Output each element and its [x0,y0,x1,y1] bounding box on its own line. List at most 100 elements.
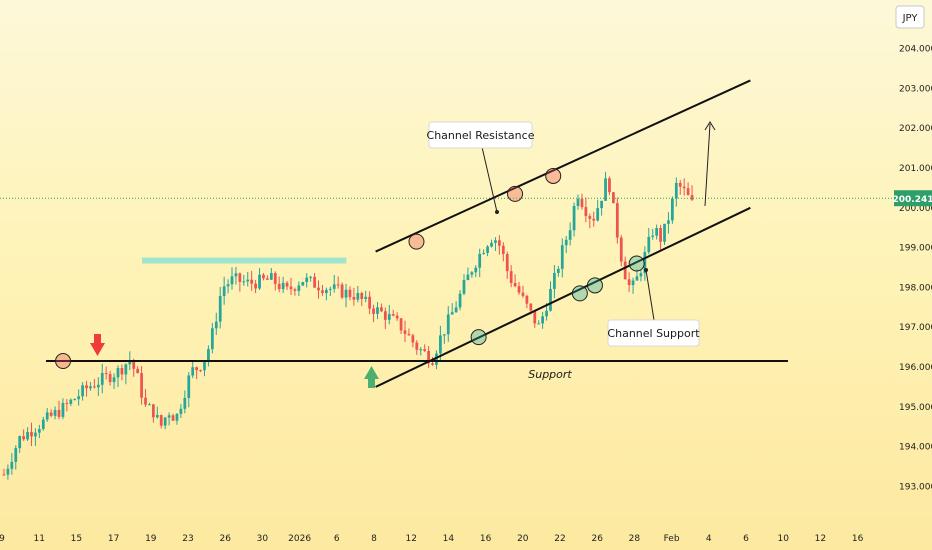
candle [305,273,309,288]
candle [372,304,375,323]
candle [277,276,281,293]
x-tick-label: 26 [591,534,603,544]
x-tick-label: 9 [0,534,5,544]
candle [69,398,73,407]
candle [250,270,254,291]
candle [486,245,489,257]
candle [313,272,316,288]
y-axis: 204.000 203.000 202.000 201.000 200.000 199.0… [899,45,932,493]
candle [490,239,493,248]
candle [474,265,478,278]
candle [214,312,218,335]
touch-circle [628,255,645,272]
y-tick-label: 197.000 [899,323,932,333]
candle [407,328,411,336]
candle [651,228,655,240]
candle [588,213,592,229]
candle [171,413,175,421]
candle [380,303,383,313]
x-tick-label: 6 [334,534,340,544]
x-tick-label: 26 [219,534,231,544]
candle [151,404,155,423]
candle [273,271,277,291]
candle [387,304,391,325]
candle [356,285,360,303]
candle [2,468,6,476]
channel-support-line [375,206,751,388]
candle [136,366,140,374]
candle [293,287,297,296]
candle [556,265,560,277]
x-tick-label: 20 [517,534,529,544]
candle [104,366,108,380]
candle [242,274,246,286]
candle [442,334,446,344]
candle [505,251,509,279]
x-tick-label: Feb [664,534,680,544]
candle [222,276,226,305]
candle [73,398,77,401]
x-tick-label: 12 [815,534,826,544]
candle [344,283,348,308]
y-tick-label: 198.000 [899,283,932,293]
candle [321,284,324,296]
candle [541,311,545,329]
candle [576,194,580,210]
candle [686,182,690,196]
candle [93,378,96,389]
candle [458,290,462,311]
candle [466,267,470,281]
x-tick-label: 19 [145,534,157,544]
candle [285,281,289,291]
last-price-badge: 200.241 [893,190,932,207]
x-tick-label: 28 [629,534,641,544]
candle [234,266,238,285]
candle [89,381,92,391]
candle [144,389,147,407]
candle [627,272,631,292]
candle [639,269,643,282]
candle [41,416,45,431]
candle [183,390,187,414]
touch-circle [408,233,425,250]
candle [53,406,57,420]
candle [297,281,301,296]
y-tick-label: 201.000 [899,164,932,174]
candle [450,303,454,315]
candle [77,389,81,406]
x-tick-label: 10 [777,534,789,544]
candle [403,320,407,342]
currency-badge[interactable]: JPY [895,5,925,29]
candle [281,276,285,294]
x-tick-label: 12 [405,534,416,544]
candle [218,286,222,329]
candle [478,248,482,278]
candle [411,333,415,348]
x-tick-label: 16 [852,534,864,544]
y-tick-label: 193.000 [899,482,932,492]
candle [690,185,694,201]
candle [120,364,124,381]
touch-circle [55,353,72,370]
candle [116,365,120,387]
candle [368,291,372,315]
y-tick-label: 194.000 [899,443,932,453]
candle [100,363,104,394]
candle [580,193,584,210]
candle [584,197,588,223]
candle [199,369,202,373]
x-tick-label: 30 [257,534,269,544]
candle [163,416,167,430]
candle [352,287,356,306]
candle [564,235,568,254]
x-tick-label: 22 [554,534,565,544]
candle [61,398,65,420]
candle [608,176,611,196]
candle [682,178,686,196]
candle [57,400,61,420]
candle [376,302,379,320]
y-tick-label: 199.000 [899,244,932,254]
candle [670,196,674,224]
candle [191,360,195,379]
